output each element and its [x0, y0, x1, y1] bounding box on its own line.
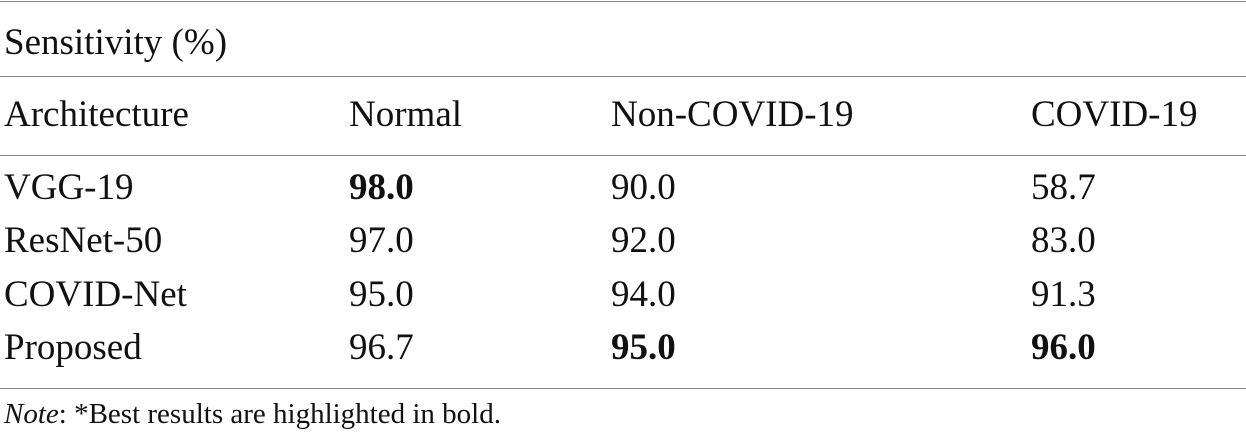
- cell: COVID-Net: [4, 274, 187, 315]
- caption-rule: [0, 76, 1246, 77]
- bottom-rule: [0, 388, 1246, 389]
- header-cell: COVID-19: [1031, 94, 1198, 135]
- cell: ResNet-50: [4, 220, 163, 261]
- cell: 98.0: [349, 167, 414, 208]
- cell: 92.0: [611, 220, 676, 261]
- cell: 96.0: [1031, 327, 1096, 368]
- cell: 83.0: [1031, 220, 1096, 261]
- cell: 91.3: [1031, 274, 1096, 315]
- cell: 90.0: [611, 167, 676, 208]
- cell: Proposed: [4, 327, 142, 368]
- caption: Sensitivity (%): [4, 22, 228, 63]
- note-label: Note: [4, 398, 59, 430]
- header-rule: [0, 155, 1246, 156]
- cell: 96.7: [349, 327, 414, 368]
- note: Note: *Best results are highlighted in b…: [4, 398, 501, 431]
- cell: VGG-19: [4, 167, 134, 208]
- header-cell: Non-COVID-19: [611, 94, 854, 135]
- cell: 97.0: [349, 220, 414, 261]
- cell: 95.0: [349, 274, 414, 315]
- top-rule: [0, 1, 1246, 2]
- note-text: : *Best results are highlighted in bold.: [58, 398, 501, 430]
- header-cell: Architecture: [4, 94, 189, 135]
- cell: 95.0: [611, 327, 676, 368]
- cell: 58.7: [1031, 167, 1096, 208]
- header-cell: Normal: [349, 94, 463, 135]
- cell: 94.0: [611, 274, 676, 315]
